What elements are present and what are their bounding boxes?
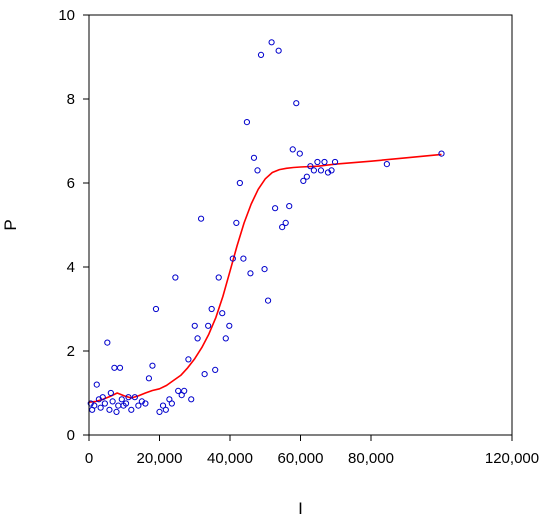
scatter-point <box>233 219 240 226</box>
y-tick-label: 6 <box>67 175 75 192</box>
scatter-point <box>128 406 135 413</box>
scatter-point <box>328 167 335 174</box>
x-tick-label: 60,000 <box>278 450 324 467</box>
scatter-point <box>99 394 106 401</box>
x-tick-label: 120,000 <box>485 450 539 467</box>
scatter-point <box>254 167 261 174</box>
scatter-point <box>236 179 243 187</box>
scatter-point <box>264 297 272 304</box>
y-tick-label: 4 <box>67 259 75 276</box>
scatter-point <box>300 177 307 184</box>
scatter-point <box>310 167 317 174</box>
y-tick-label: 0 <box>67 427 75 444</box>
scatter-point <box>201 371 208 378</box>
scatter-point <box>272 205 279 212</box>
scatter-point <box>208 305 215 313</box>
scatter-point <box>226 322 233 329</box>
tick-layer: 0 20,000 40,000 60,000 80,000 120,000 0 2 4 6 8 10 <box>58 7 539 467</box>
scatter-point <box>243 119 251 126</box>
point-layer <box>87 39 445 415</box>
scatter-point <box>194 335 201 342</box>
scatter-point <box>97 404 104 411</box>
scatter-point <box>289 146 296 153</box>
scatter-point <box>438 150 445 157</box>
y-tick-label: 10 <box>58 7 75 24</box>
scatter-point <box>93 381 100 388</box>
scatter-point <box>162 406 169 413</box>
scatter-point <box>197 215 205 222</box>
scatter-point <box>188 396 195 403</box>
scatter-point <box>331 158 339 166</box>
x-tick-label: 40,000 <box>207 450 253 467</box>
y-axis-label: P <box>1 219 20 230</box>
scatter-point <box>383 161 390 168</box>
scatter-point <box>240 255 247 262</box>
scatter-point <box>168 400 175 407</box>
scatter-point <box>286 203 293 210</box>
scatter-point <box>282 219 289 226</box>
scatter-point <box>175 387 182 394</box>
scatter-point <box>296 150 303 157</box>
scatter-point <box>212 366 219 373</box>
scatter-point <box>118 396 125 403</box>
scatter-point <box>135 402 142 409</box>
scatter-point <box>257 51 265 59</box>
scatter-point <box>250 154 258 161</box>
scatter-point <box>307 163 314 170</box>
plot-frame <box>88 14 513 436</box>
scatter-point <box>181 387 188 394</box>
scatter-point <box>145 375 153 382</box>
scatter-point <box>222 335 229 342</box>
scatter-point <box>113 408 120 415</box>
scatter-point <box>314 158 321 166</box>
scatter-point <box>317 167 325 174</box>
scatter-point <box>106 406 113 413</box>
scatter-point <box>303 173 310 180</box>
scatter-point <box>115 402 122 409</box>
scatter-point <box>268 39 275 46</box>
scatter-point <box>107 389 114 397</box>
y-tick-label: 8 <box>67 91 75 108</box>
scatter-point <box>156 408 163 415</box>
scatter-point <box>149 362 156 369</box>
scatter-point <box>293 100 300 107</box>
scatter-point <box>122 400 130 407</box>
scatter-point <box>172 274 179 281</box>
scatter-point <box>247 270 254 277</box>
fit-line <box>88 153 442 403</box>
y-tick-label: 2 <box>67 343 75 360</box>
scatter-point <box>215 274 222 281</box>
scatter-point <box>125 394 132 401</box>
scatter-point <box>152 305 160 313</box>
scatter-point <box>219 310 226 317</box>
scatter-point <box>275 47 282 54</box>
scatter-point <box>142 400 149 407</box>
scatter-point <box>191 322 198 329</box>
scatter-point <box>159 402 167 409</box>
scatter-point <box>91 402 98 409</box>
scatter-point <box>261 266 268 273</box>
scatter-point <box>104 339 111 346</box>
scatter-point <box>321 158 328 166</box>
fit-line-layer <box>88 153 442 403</box>
scatter-point <box>229 255 236 262</box>
scatter-point <box>116 364 124 371</box>
scatter-point <box>111 364 118 371</box>
scatter-point <box>279 224 286 231</box>
x-tick-label: 80,000 <box>348 450 394 467</box>
scatter-point <box>185 356 192 363</box>
x-tick-label: 0 <box>85 450 93 467</box>
scatter-point <box>101 400 108 407</box>
scatter-point <box>131 394 138 401</box>
scatter-point <box>109 398 116 405</box>
x-tick-label: 20,000 <box>137 450 183 467</box>
scatter-point <box>205 322 212 329</box>
x-axis-label: I <box>298 499 303 518</box>
